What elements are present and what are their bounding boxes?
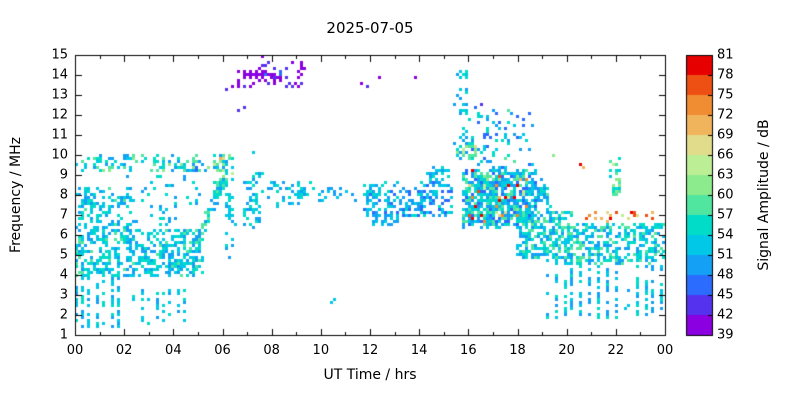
y-tick-label: 15 (51, 47, 68, 63)
x-tick-label: 20 (558, 343, 575, 358)
y-tick-label: 8 (59, 187, 68, 203)
colorbar-tick-label: 75 (717, 87, 734, 103)
colorbar-tick-label: 66 (717, 147, 734, 163)
colorbar-tick-label: 54 (717, 227, 734, 243)
y-tick-label: 12 (51, 107, 68, 123)
y-tick-label: 10 (51, 147, 68, 163)
colorbar-tick-label: 69 (717, 127, 734, 143)
y-tick-label: 4 (59, 267, 68, 283)
colorbar-tick-label: 45 (717, 287, 734, 303)
colorbar-tick-label: 60 (717, 187, 734, 203)
colorbar-tick-label: 81 (717, 47, 734, 63)
x-tick-label: 18 (509, 343, 526, 358)
x-axis-label: UT Time / hrs (323, 367, 417, 383)
y-tick-label: 11 (51, 127, 68, 143)
y-tick-label: 6 (59, 227, 68, 243)
y-tick-label: 14 (51, 67, 68, 83)
y-tick-label: 5 (59, 247, 68, 263)
x-tick-label: 10 (312, 343, 330, 358)
colorbar-tick-label: 78 (717, 67, 734, 83)
chart-title: 2025-07-05 (326, 19, 414, 37)
x-tick-label: 12 (361, 343, 379, 358)
y-tick-label: 2 (59, 307, 68, 323)
y-axis-label: Frequency / MHz (8, 137, 24, 253)
colorbar-tick-label: 42 (717, 307, 734, 323)
y-tick-label: 13 (51, 87, 68, 103)
x-tick-label: 08 (263, 343, 280, 358)
x-tick-label: 14 (410, 343, 428, 358)
x-tick-label: 02 (115, 343, 133, 358)
colorbar-tick-label: 39 (717, 327, 734, 343)
colorbar-tick-label: 48 (717, 267, 734, 283)
y-tick-label: 1 (59, 327, 68, 343)
x-tick-label: 00 (656, 343, 674, 358)
colorbar-label: Signal Amplitude / dB (756, 119, 772, 271)
x-tick-label: 00 (66, 343, 84, 358)
y-tick-label: 7 (59, 207, 68, 223)
y-tick-label: 9 (59, 167, 68, 183)
y-tick-label: 3 (59, 287, 68, 303)
x-tick-label: 16 (460, 343, 477, 358)
colorbar-tick-label: 57 (717, 207, 734, 223)
colorbar-tick-label: 63 (717, 167, 734, 183)
x-tick-label: 04 (165, 343, 182, 358)
colorbar-tick-label: 72 (717, 107, 734, 123)
x-tick-label: 22 (607, 343, 625, 358)
colorbar-tick-label: 51 (717, 247, 734, 263)
x-tick-label: 06 (214, 343, 231, 358)
